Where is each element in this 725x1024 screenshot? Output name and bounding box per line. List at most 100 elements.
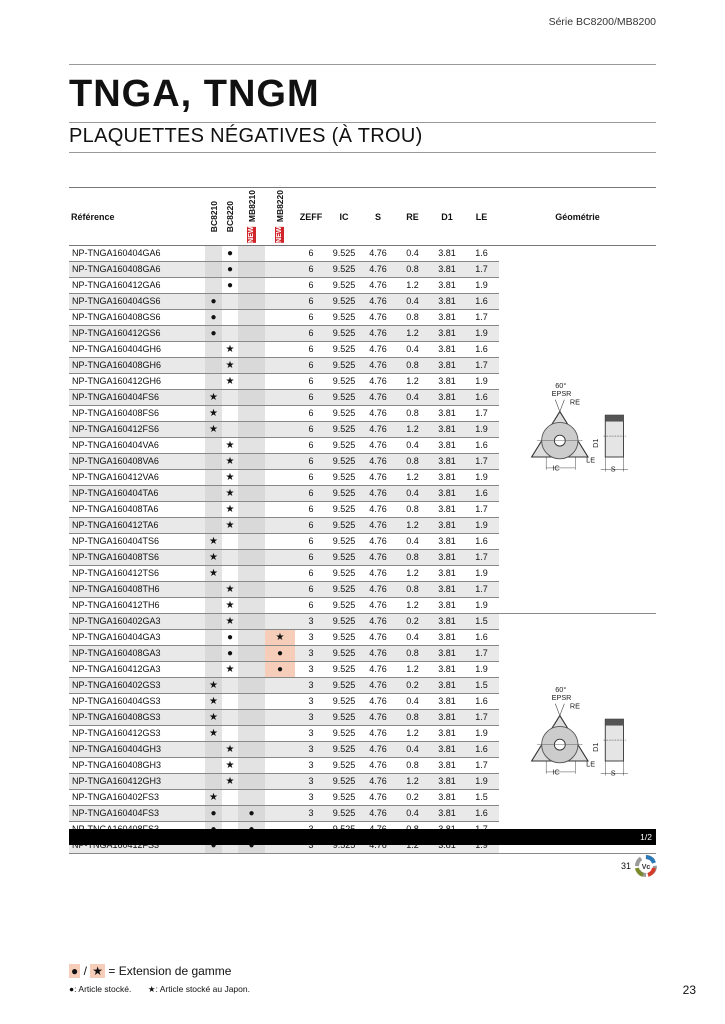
- grade-cell: [265, 677, 295, 694]
- zeff-cell: 6: [295, 357, 327, 374]
- japan-star-icon: ★: [209, 791, 218, 803]
- grade-cell: [238, 773, 265, 790]
- grade-cell: ★: [222, 501, 238, 518]
- zeff-cell: 3: [295, 629, 327, 646]
- grade-cell: [205, 645, 222, 662]
- grade-cell: ●: [222, 245, 238, 262]
- le-cell: 1.9: [464, 325, 499, 342]
- re-cell: 1.2: [395, 661, 430, 678]
- grade-cell: [238, 709, 265, 726]
- s-cell: 4.76: [361, 773, 395, 790]
- grade-cell: [265, 565, 295, 582]
- s-cell: 4.76: [361, 693, 395, 710]
- grade-cell: [222, 421, 238, 438]
- stock-dot-icon: ●: [248, 807, 255, 819]
- geometry-cell: 60° EPSR RE IC LE S D1: [499, 613, 656, 854]
- table-row: NP-TNGA160404GS3 ★ 3 9.525 4.76 0.4 3.81 1.6: [69, 693, 656, 710]
- table-row: NP-TNGA160408GH3 ★ 3 9.525 4.76 0.8 3.81 1.7: [69, 757, 656, 774]
- d1-label: D1: [591, 439, 600, 448]
- re-cell: 0.4: [395, 629, 430, 646]
- reference-cell: NP-TNGA160404GS3: [69, 693, 205, 710]
- ic-cell: 9.525: [327, 277, 361, 294]
- grade-cell: [265, 613, 295, 630]
- ic-cell: 9.525: [327, 581, 361, 598]
- grade-cell: [205, 453, 222, 470]
- ic-cell: 9.525: [327, 357, 361, 374]
- zeff-cell: 3: [295, 757, 327, 774]
- grade-cell: [205, 517, 222, 534]
- grade-cell: [238, 741, 265, 758]
- japan-star-icon: ★: [225, 743, 235, 755]
- table-row: NP-TNGA160408FS6 ★ 6 9.525 4.76 0.8 3.81 1.7: [69, 405, 656, 422]
- re-cell: 1.2: [395, 565, 430, 582]
- japan-star-icon: ★: [209, 695, 218, 707]
- grade-cell: [222, 405, 238, 422]
- zeff-cell: 6: [295, 421, 327, 438]
- stock-dot-icon: ●: [226, 279, 234, 291]
- grade-cell: [205, 613, 222, 630]
- divider: [69, 152, 656, 153]
- grade-cell: ★: [222, 613, 238, 630]
- le-cell: 1.6: [464, 805, 499, 822]
- le-cell: 1.9: [464, 421, 499, 438]
- japan-star-icon: ★: [209, 727, 218, 739]
- zeff-cell: 6: [295, 549, 327, 566]
- table-row: NP-TNGA160412GH3 ★ 3 9.525 4.76 1.2 3.81 1.9: [69, 773, 656, 790]
- grade-cell: [238, 677, 265, 694]
- grade-cell: [265, 421, 295, 438]
- s-cell: 4.76: [361, 533, 395, 550]
- re-cell: 0.8: [395, 581, 430, 598]
- s-cell: 4.76: [361, 581, 395, 598]
- d1-cell: 3.81: [430, 501, 464, 518]
- series-label: Série BC8200/MB8200: [548, 16, 656, 28]
- grade-cell: [205, 597, 222, 614]
- ic-cell: 9.525: [327, 741, 361, 758]
- table-footer-bar: 1/2: [69, 829, 656, 845]
- japan-star-icon: ★: [209, 391, 218, 403]
- col-bc8210: BC8210: [205, 190, 222, 246]
- s-cell: 4.76: [361, 645, 395, 662]
- table-row: NP-TNGA160412GH6 ★ 6 9.525 4.76 1.2 3.81 1.9: [69, 373, 656, 390]
- d1-cell: 3.81: [430, 293, 464, 310]
- table-row: NP-TNGA160404GS6 ● 6 9.525 4.76 0.4 3.81 1.6: [69, 293, 656, 310]
- reference-cell: NP-TNGA160412FS6: [69, 421, 205, 438]
- reference-cell: NP-TNGA160412GA6: [69, 277, 205, 294]
- table-row: NP-TNGA160412TA6 ★ 6 9.525 4.76 1.2 3.81 1.9: [69, 517, 656, 534]
- grade-cell: [238, 661, 265, 678]
- le-cell: 1.6: [464, 741, 499, 758]
- zeff-cell: 6: [295, 581, 327, 598]
- table-row: NP-TNGA160412TS6 ★ 6 9.525 4.76 1.2 3.81 1.9: [69, 565, 656, 582]
- col-mb8220: NEW MB8220: [265, 190, 295, 246]
- table-row: NP-TNGA160404TS6 ★ 6 9.525 4.76 0.4 3.81 1.6: [69, 533, 656, 550]
- reference-cell: NP-TNGA160408TA6: [69, 501, 205, 518]
- japan-star-icon: ★: [225, 343, 235, 355]
- re-cell: 0.4: [395, 437, 430, 454]
- grade-cell: [205, 277, 222, 294]
- d1-cell: 3.81: [430, 645, 464, 662]
- grade-cell: [238, 389, 265, 406]
- d1-cell: 3.81: [430, 517, 464, 534]
- grade-cell: [222, 309, 238, 326]
- grade-cell: [222, 693, 238, 710]
- le-cell: 1.7: [464, 581, 499, 598]
- re-label: RE: [569, 702, 579, 711]
- table-row: NP-TNGA160412GS6 ● 6 9.525 4.76 1.2 3.81 1.9: [69, 325, 656, 342]
- grade-cell: [265, 805, 295, 822]
- vc-logo-icon: Vc: [635, 855, 658, 877]
- grade-cell: [238, 373, 265, 390]
- ic-cell: 9.525: [327, 549, 361, 566]
- d1-cell: 3.81: [430, 613, 464, 630]
- zeff-cell: 6: [295, 341, 327, 358]
- s-cell: 4.76: [361, 757, 395, 774]
- japan-star-icon: ★: [209, 551, 218, 563]
- zeff-cell: 6: [295, 469, 327, 486]
- grade-cell: ★: [222, 469, 238, 486]
- angle-label: 60°: [555, 685, 566, 694]
- le-cell: 1.7: [464, 261, 499, 278]
- grade-cell: ★: [222, 341, 238, 358]
- page-title: TNGA, TNGM: [69, 73, 320, 115]
- re-cell: 0.4: [395, 693, 430, 710]
- table-row: NP-TNGA160408TH6 ★ 6 9.525 4.76 0.8 3.81 1.7: [69, 581, 656, 598]
- reference-cell: NP-TNGA160404GS6: [69, 293, 205, 310]
- le-cell: 1.7: [464, 709, 499, 726]
